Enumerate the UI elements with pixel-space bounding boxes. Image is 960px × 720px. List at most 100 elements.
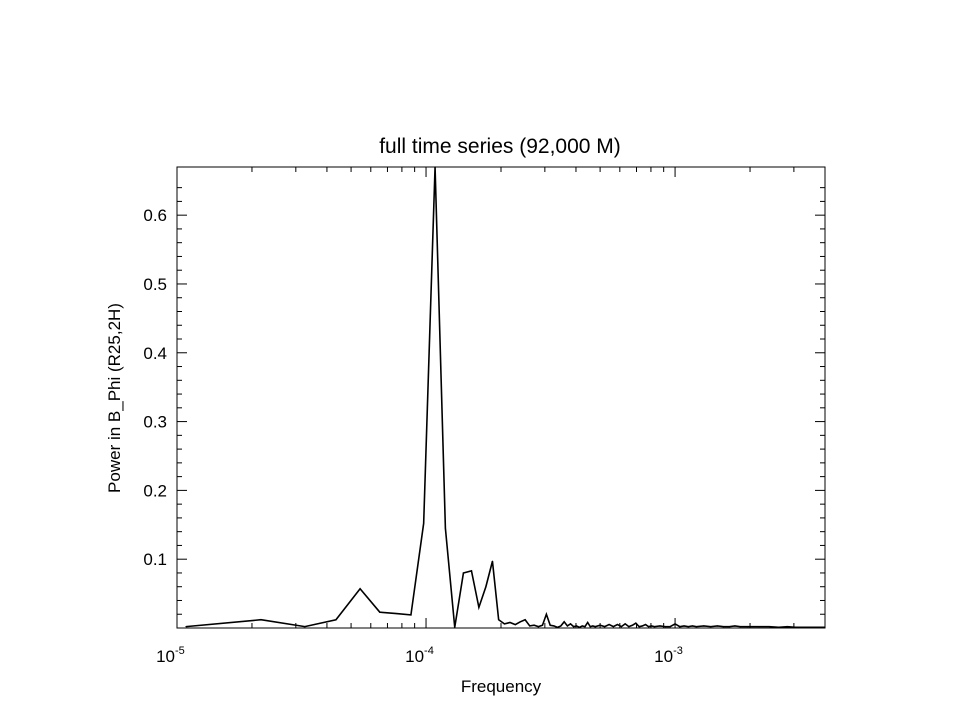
data-point	[359, 588, 361, 590]
data-point	[710, 626, 712, 628]
data-point	[470, 570, 473, 572]
data-point	[485, 586, 487, 588]
data-point	[560, 625, 562, 627]
data-point	[695, 626, 697, 628]
data-point	[395, 612, 398, 615]
data-point	[519, 621, 521, 623]
data-point	[674, 623, 676, 625]
data-point	[503, 623, 506, 625]
y-axis-ticks: 0.1 0.2 0.3 0.4 0.5 0.6	[143, 187, 825, 615]
data-point	[612, 626, 614, 628]
series-group	[185, 166, 826, 629]
data-point	[592, 625, 594, 627]
data-point	[824, 626, 826, 628]
data-point	[739, 626, 741, 628]
data-point	[687, 626, 689, 628]
data-point	[379, 611, 381, 613]
y-tick-label: 0.5	[143, 275, 167, 294]
data-point	[616, 623, 619, 626]
data-point	[604, 626, 606, 628]
data-point	[581, 625, 583, 627]
data-point	[768, 626, 770, 628]
data-point	[304, 626, 306, 628]
data-point	[815, 626, 818, 628]
data-point	[734, 625, 736, 627]
data-point	[556, 626, 559, 628]
data-point	[758, 626, 760, 628]
x-axis-label: Frequency	[461, 677, 542, 696]
series-line	[185, 166, 825, 629]
data-point	[786, 626, 789, 628]
data-point	[335, 619, 337, 621]
data-point	[631, 624, 633, 626]
data-point	[514, 623, 516, 626]
data-point	[638, 626, 640, 628]
data-point	[529, 625, 531, 627]
data-point	[563, 621, 565, 623]
data-point	[703, 625, 705, 627]
y-tick-label: 0.3	[143, 413, 167, 432]
data-point	[553, 625, 555, 627]
data-point	[578, 626, 581, 628]
data-point	[569, 623, 572, 625]
data-point	[679, 626, 681, 628]
data-point	[594, 626, 596, 628]
data-point	[549, 624, 551, 626]
data-point	[584, 626, 586, 628]
data-point	[608, 623, 610, 626]
data-point	[587, 621, 589, 624]
data-point	[728, 626, 730, 628]
x-tick-label: 10 -4	[405, 645, 434, 666]
x-tick-exponent: -4	[424, 645, 434, 657]
data-point	[659, 625, 661, 627]
plot-frame	[176, 166, 826, 629]
data-point	[509, 621, 511, 624]
data-point	[691, 625, 694, 627]
data-point	[620, 626, 622, 628]
data-point	[454, 626, 456, 628]
data-point	[545, 613, 547, 615]
data-point	[635, 622, 637, 624]
data-point	[653, 626, 656, 628]
data-point	[628, 626, 630, 628]
data-point	[802, 626, 804, 628]
data-point	[423, 522, 425, 525]
data-point	[664, 626, 666, 628]
data-point	[716, 625, 718, 627]
x-tick-label: 10 -5	[156, 645, 185, 666]
data-point	[434, 166, 436, 168]
data-point	[589, 626, 591, 628]
data-point	[566, 625, 569, 627]
data-point	[410, 614, 412, 616]
data-point	[599, 624, 601, 626]
data-point	[491, 560, 494, 562]
y-tick-label: 0.2	[143, 481, 167, 500]
x-tick-base: 10	[654, 647, 673, 666]
data-point	[185, 626, 187, 628]
data-point	[462, 572, 465, 574]
y-tick-label: 0.4	[143, 344, 167, 363]
data-point	[537, 626, 539, 628]
data-point	[794, 626, 797, 628]
data-point	[498, 619, 500, 621]
data-point	[478, 606, 480, 608]
y-tick-label: 0.6	[143, 206, 167, 225]
data-point	[444, 527, 446, 529]
x-tick-exponent: -5	[175, 645, 185, 657]
data-point	[572, 626, 575, 628]
data-point	[669, 626, 671, 628]
x-tick-base: 10	[405, 647, 424, 666]
x-tick-label: 10 -3	[654, 645, 683, 666]
x-tick-exponent: -3	[673, 645, 683, 657]
data-point	[541, 624, 544, 626]
data-point	[533, 624, 535, 626]
chart-title: full time series (92,000 M)	[379, 135, 621, 158]
data-point	[809, 626, 811, 628]
data-point	[641, 625, 643, 627]
x-tick-base: 10	[156, 647, 175, 666]
data-point	[722, 626, 725, 628]
data-point	[524, 619, 526, 621]
data-point	[624, 623, 626, 625]
data-point	[644, 623, 647, 626]
